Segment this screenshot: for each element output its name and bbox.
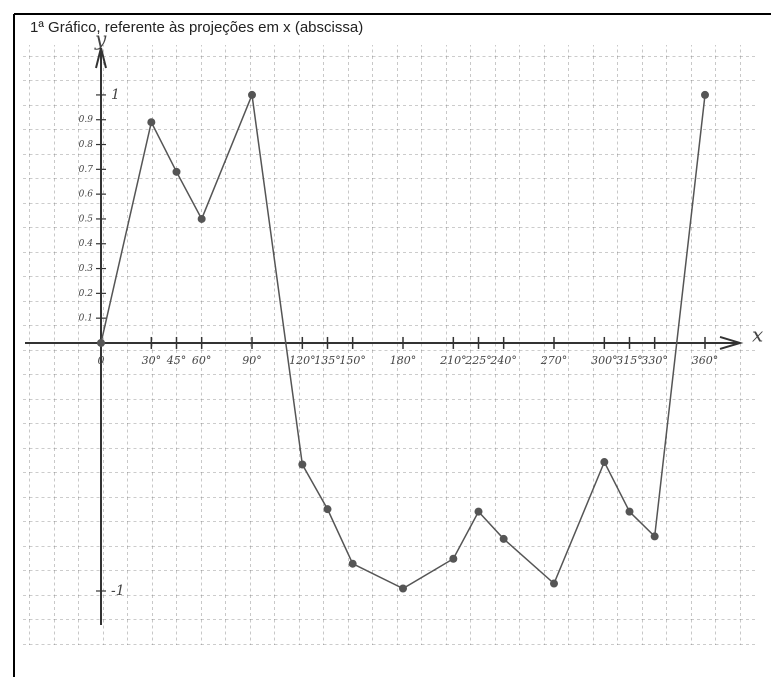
y-tick-label: 0.8 bbox=[79, 140, 94, 150]
x-axis-label: x bbox=[752, 323, 763, 347]
point bbox=[97, 339, 105, 347]
point bbox=[324, 505, 332, 513]
point bbox=[550, 580, 558, 588]
x-tick-label: 315° bbox=[616, 354, 643, 367]
y-tick-label: 0.9 bbox=[79, 115, 94, 125]
y-tick-label: 0.5 bbox=[79, 214, 94, 224]
x-tick-label: 330° bbox=[641, 354, 668, 367]
point bbox=[173, 168, 181, 176]
x-tick-label: 300° bbox=[591, 354, 618, 367]
y-tick-label: 0.7 bbox=[79, 165, 94, 175]
y-tick-label: 0.2 bbox=[79, 289, 94, 299]
x-tick-label: 120° bbox=[289, 354, 316, 367]
y-tick-label: 0.1 bbox=[79, 314, 93, 324]
x-tick-label: 135° bbox=[314, 354, 341, 367]
point bbox=[147, 118, 155, 126]
chart: 1ª Gráfico, referente às projeções em x … bbox=[0, 0, 771, 677]
x-tick-label: 30° bbox=[142, 354, 162, 367]
point bbox=[248, 91, 256, 99]
x-tick-label: 210° bbox=[439, 354, 467, 367]
x-tick-label: 150° bbox=[339, 354, 366, 367]
point bbox=[626, 508, 634, 516]
point bbox=[449, 555, 457, 563]
graph-paper bbox=[22, 45, 757, 645]
x-tick-label: 240° bbox=[489, 354, 517, 367]
point bbox=[349, 560, 357, 568]
point bbox=[701, 91, 709, 99]
x-tick-label: 45° bbox=[166, 354, 187, 367]
y-axis-label: y bbox=[94, 27, 107, 51]
point bbox=[298, 460, 306, 468]
point bbox=[198, 215, 206, 223]
x-tick-label: 90° bbox=[242, 354, 262, 367]
x-tick-label: 0 bbox=[98, 354, 105, 367]
y-tick-label: 0.6 bbox=[79, 190, 94, 200]
x-tick-label: 60° bbox=[192, 354, 212, 367]
point bbox=[500, 535, 508, 543]
point bbox=[651, 532, 659, 540]
y-tick-label: -1 bbox=[111, 583, 125, 599]
y-tick-label: 0.3 bbox=[79, 264, 94, 274]
x-tick-label: 225° bbox=[464, 354, 492, 367]
x-tick-label: 360° bbox=[692, 354, 719, 367]
point bbox=[600, 458, 608, 466]
chart-title: 1ª Gráfico, referente às projeções em x … bbox=[30, 19, 363, 36]
y-tick-label: 1 bbox=[111, 87, 120, 103]
x-tick-label: 180° bbox=[390, 354, 417, 367]
y-tick-label: 0.4 bbox=[79, 239, 94, 249]
point bbox=[475, 508, 483, 516]
point bbox=[399, 585, 407, 593]
x-tick-label: 270° bbox=[540, 354, 568, 367]
